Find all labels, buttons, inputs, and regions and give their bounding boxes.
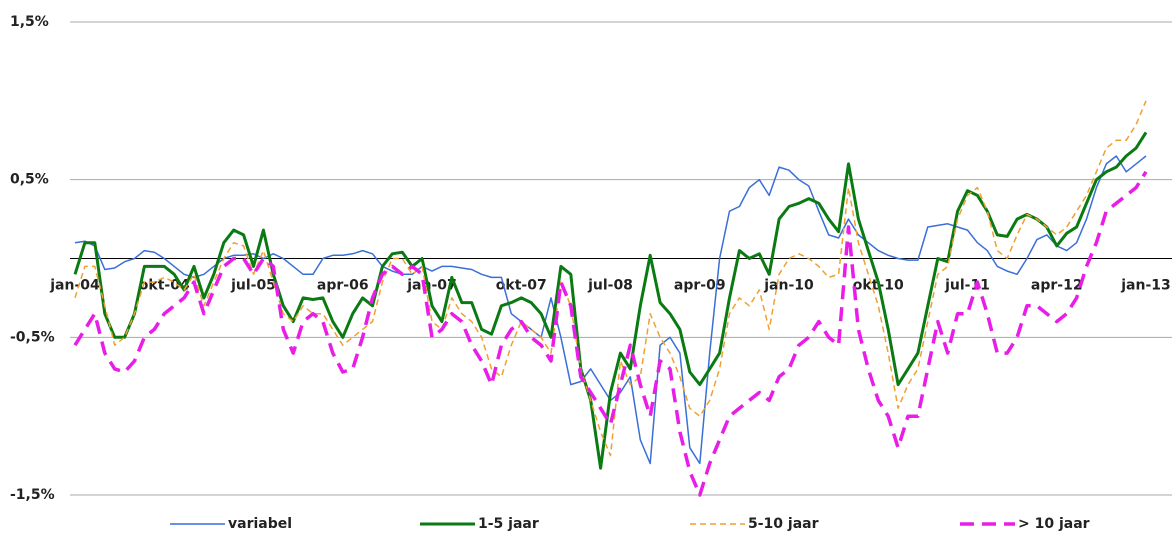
y-tick-label: -1,5% (10, 487, 55, 503)
series-line (73, 170, 1148, 497)
legend-label: 1-5 jaar (478, 516, 539, 532)
x-tick-label: jul-11 (944, 278, 990, 294)
x-tick-label: okt-07 (496, 278, 547, 294)
x-tick-label: jul-05 (230, 278, 276, 294)
y-tick-label: -0,5% (10, 329, 55, 345)
legend-label: 5-10 jaar (748, 516, 819, 532)
legend-label: variabel (228, 516, 292, 532)
y-tick-label: 1,5% (10, 14, 49, 30)
x-tick-label: apr-06 (317, 278, 369, 294)
series-line (74, 100, 1147, 457)
x-tick-label: jan-13 (1120, 278, 1171, 294)
legend-label: > 10 jaar (1018, 516, 1090, 532)
x-tick-label: apr-09 (674, 278, 726, 294)
x-tick-label: apr-12 (1031, 278, 1083, 294)
x-tick-label: jan-10 (763, 278, 814, 294)
x-tick-label: jan-07 (406, 278, 457, 294)
x-tick-label: jan-04 (49, 278, 100, 294)
series-line (73, 131, 1148, 470)
y-tick-label: 0,5% (10, 172, 49, 188)
x-tick-label: jul-08 (587, 278, 633, 294)
